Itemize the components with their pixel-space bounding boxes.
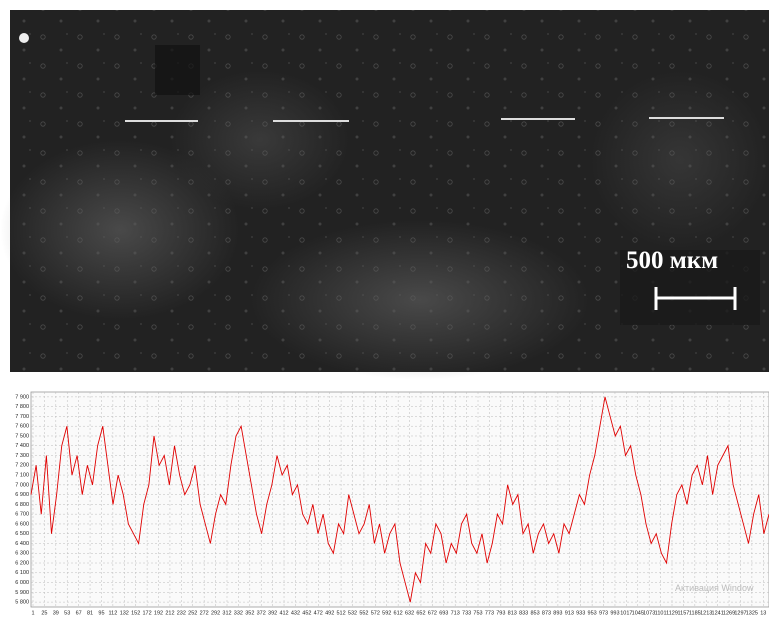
x-tick-label: 572 (371, 610, 380, 616)
x-tick-label: 1325 (746, 610, 758, 616)
x-tick-label: 973 (599, 610, 608, 616)
x-tick-label: 112 (108, 610, 117, 616)
x-tick-label: 672 (428, 610, 437, 616)
x-tick-label: 39 (53, 610, 59, 616)
y-tick-label: 6 700 (15, 512, 29, 518)
x-tick-label: 1129 (666, 610, 678, 616)
y-tick-label: 6 000 (15, 580, 29, 586)
y-tick-label: 6 100 (15, 570, 29, 576)
y-tick-label: 7 200 (15, 463, 29, 469)
y-tick-label: 6 800 (15, 502, 29, 508)
x-tick-label: 132 (120, 610, 129, 616)
x-tick-label: 53 (64, 610, 70, 616)
x-tick-label: 452 (302, 610, 311, 616)
scale-label: 500 мкм (626, 247, 718, 274)
x-tick-label: 95 (98, 610, 104, 616)
x-tick-label: 873 (542, 610, 551, 616)
x-tick-label: 733 (462, 610, 471, 616)
x-tick-label: 1101 (655, 610, 667, 616)
x-tick-label: 893 (553, 610, 562, 616)
x-tick-label: 352 (245, 610, 254, 616)
y-tick-label: 6 900 (15, 492, 29, 498)
y-tick-label: 5 900 (15, 590, 29, 596)
x-tick-label: 232 (177, 610, 186, 616)
x-tick-label: 1157 (678, 610, 690, 616)
y-tick-label: 7 500 (15, 433, 29, 439)
y-tick-label: 6 300 (15, 551, 29, 557)
x-tick-label: 552 (359, 610, 368, 616)
x-tick-label: 833 (519, 610, 528, 616)
y-tick-label: 7 300 (15, 453, 29, 459)
x-tick-label: 913 (565, 610, 574, 616)
x-tick-label: 1297 (734, 610, 746, 616)
x-tick-label: 212 (165, 610, 174, 616)
micrograph: 500 мкм (0, 10, 769, 380)
x-tick-label: 632 (405, 610, 414, 616)
x-tick-label: 152 (131, 610, 140, 616)
y-tick-label: 7 800 (15, 404, 29, 410)
x-tick-label: 492 (325, 610, 334, 616)
x-tick-label: 512 (336, 610, 345, 616)
watermark: Активация Window (675, 583, 754, 593)
x-tick-label: 292 (211, 610, 220, 616)
x-tick-label: 25 (41, 610, 47, 616)
x-tick-label: 993 (610, 610, 619, 616)
x-tick-label: 713 (451, 610, 460, 616)
y-tick-label: 6 400 (15, 541, 29, 547)
x-tick-label: 953 (588, 610, 597, 616)
x-tick-label: 1017 (620, 610, 632, 616)
x-tick-label: 432 (291, 610, 300, 616)
y-tick-label: 6 600 (15, 521, 29, 527)
y-tick-label: 6 500 (15, 531, 29, 537)
x-tick-label: 693 (439, 610, 448, 616)
x-tick-label: 652 (416, 610, 425, 616)
x-tick-label: 1213 (700, 610, 712, 616)
y-tick-label: 7 400 (15, 443, 29, 449)
x-tick-label: 392 (268, 610, 277, 616)
x-tick-label: 1073 (643, 610, 655, 616)
x-tick-label: 753 (473, 610, 482, 616)
y-tick-label: 7 700 (15, 414, 29, 420)
x-tick-label: 13 (760, 610, 766, 616)
x-tick-label: 1 (31, 610, 34, 616)
x-tick-label: 192 (154, 610, 163, 616)
x-tick-label: 252 (188, 610, 197, 616)
y-tick-label: 6 200 (15, 560, 29, 566)
x-tick-label: 853 (530, 610, 539, 616)
x-tick-label: 612 (394, 610, 403, 616)
y-tick-label: 7 900 (15, 394, 29, 400)
y-tick-label: 7 100 (15, 473, 29, 479)
x-tick-label: 67 (76, 610, 82, 616)
x-tick-label: 793 (496, 610, 505, 616)
x-tick-label: 1269 (723, 610, 735, 616)
x-tick-label: 472 (314, 610, 323, 616)
x-tick-label: 1185 (689, 610, 701, 616)
x-tick-label: 312 (222, 610, 231, 616)
x-tick-label: 933 (576, 610, 585, 616)
x-tick-label: 412 (279, 610, 288, 616)
y-tick-label: 7 600 (15, 424, 29, 430)
y-tick-label: 5 800 (15, 600, 29, 606)
plot-area (31, 392, 769, 607)
figure: 500 мкм 5 800 5 900 6 000 6 100 6 200 6 300 6 … (0, 0, 769, 617)
x-tick-label: 332 (234, 610, 243, 616)
x-tick-label: 372 (257, 610, 266, 616)
x-tick-label: 172 (143, 610, 152, 616)
x-tick-label: 272 (200, 610, 209, 616)
x-tick-label: 532 (348, 610, 357, 616)
x-tick-label: 813 (508, 610, 517, 616)
x-tick-label: 81 (87, 610, 93, 616)
x-tick-label: 592 (382, 610, 391, 616)
y-tick-label: 7 000 (15, 482, 29, 488)
x-tick-label: 773 (485, 610, 494, 616)
